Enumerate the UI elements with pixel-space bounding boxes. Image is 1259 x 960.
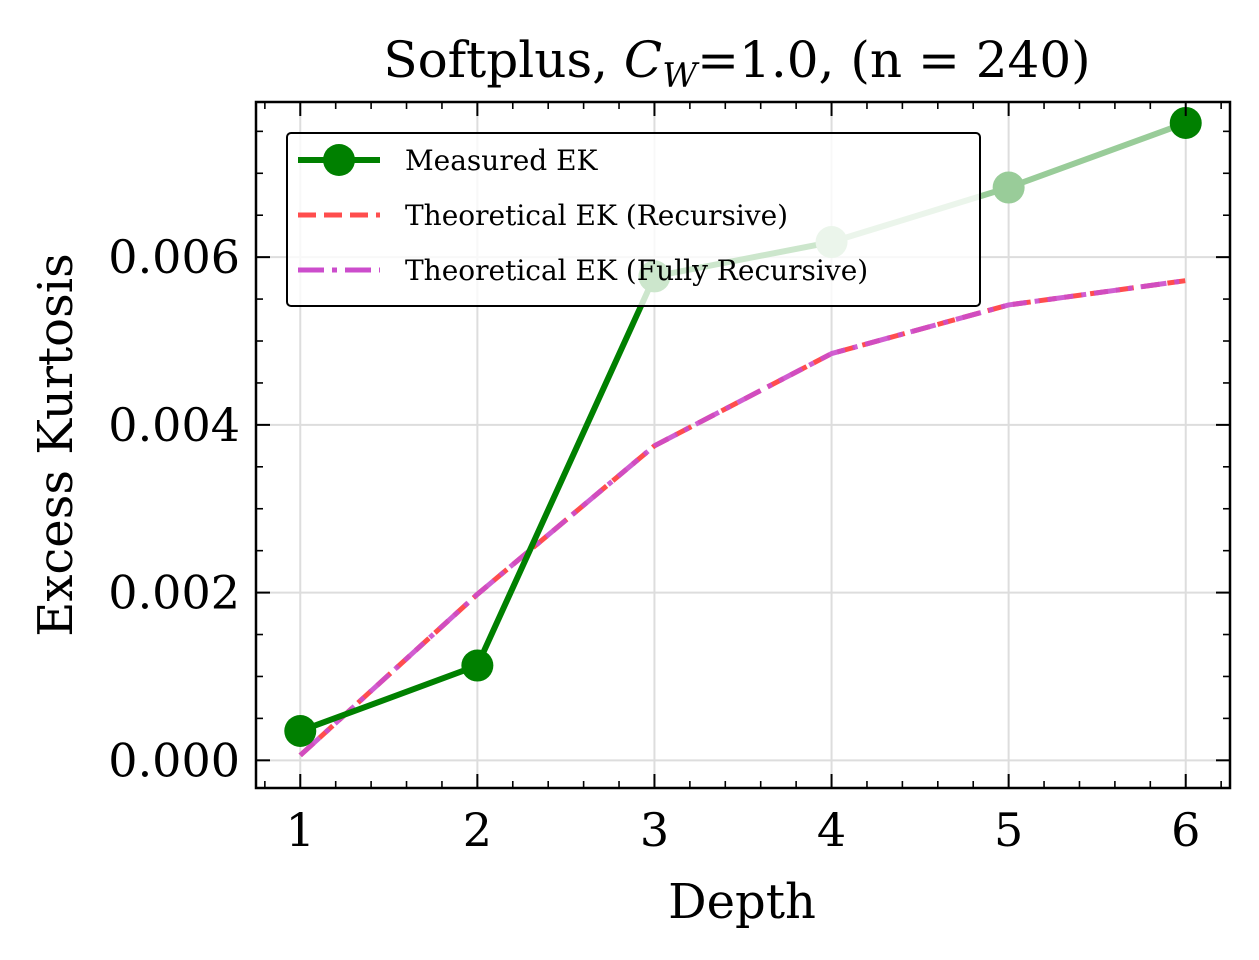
series-point-measured: [284, 714, 317, 747]
legend-box: [286, 132, 981, 307]
series-line-measured-segment: [297, 662, 481, 734]
x-tick-label: 3: [640, 803, 669, 857]
series-point-measured: [461, 649, 494, 682]
series-line-measured-segment: [1005, 119, 1189, 191]
x-tick-label: 4: [817, 803, 846, 857]
legend-label-recursive: Theoretical EK (Recursive): [405, 199, 788, 232]
x-tick-label: 2: [463, 803, 492, 857]
legend-label-measured: Measured EK: [405, 144, 599, 177]
series-line-theoretical-fully-recursive: [298, 278, 1187, 758]
legend-label-fully-recursive: Theoretical EK (Fully Recursive): [405, 254, 868, 287]
x-tick-label: 5: [994, 803, 1023, 857]
y-tick-label: 0.004: [108, 398, 240, 452]
x-tick-label: 1: [286, 803, 315, 857]
y-axis-label: Excess Kurtosis: [28, 253, 84, 636]
chart-title: Softplus, CW=1.0, (n = 240): [383, 31, 1090, 96]
x-axis-label: Depth: [668, 874, 816, 930]
chart-title-prefix: Softplus,: [383, 31, 624, 89]
y-tick-label: 0.006: [108, 230, 240, 284]
tick-labels: 1 2 3 4 5 6 0.000 0.002 0.004 0.006: [108, 230, 1200, 857]
y-tick-label: 0.002: [108, 566, 240, 620]
chart-title-suffix: =1.0, (n = 240): [697, 31, 1091, 89]
chart-title-cw-sub: W: [662, 56, 700, 96]
plot-frame: [254, 100, 1232, 790]
legend: Measured EK Theoretical EK (Recursive) T…: [286, 132, 981, 307]
legend-swatch-measured-marker: [323, 144, 355, 176]
legend-swatches: [298, 144, 380, 273]
chart-title-cw: C: [624, 31, 662, 89]
series-point-measured: [992, 171, 1025, 204]
series-point-measured: [1169, 106, 1202, 139]
x-tick-label: 6: [1171, 803, 1200, 857]
y-tick-label: 0.000: [108, 733, 240, 787]
series-line-measured-segment: [474, 273, 658, 669]
